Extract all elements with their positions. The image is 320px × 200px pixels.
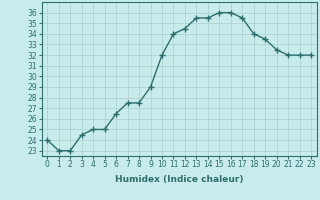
X-axis label: Humidex (Indice chaleur): Humidex (Indice chaleur): [115, 175, 244, 184]
